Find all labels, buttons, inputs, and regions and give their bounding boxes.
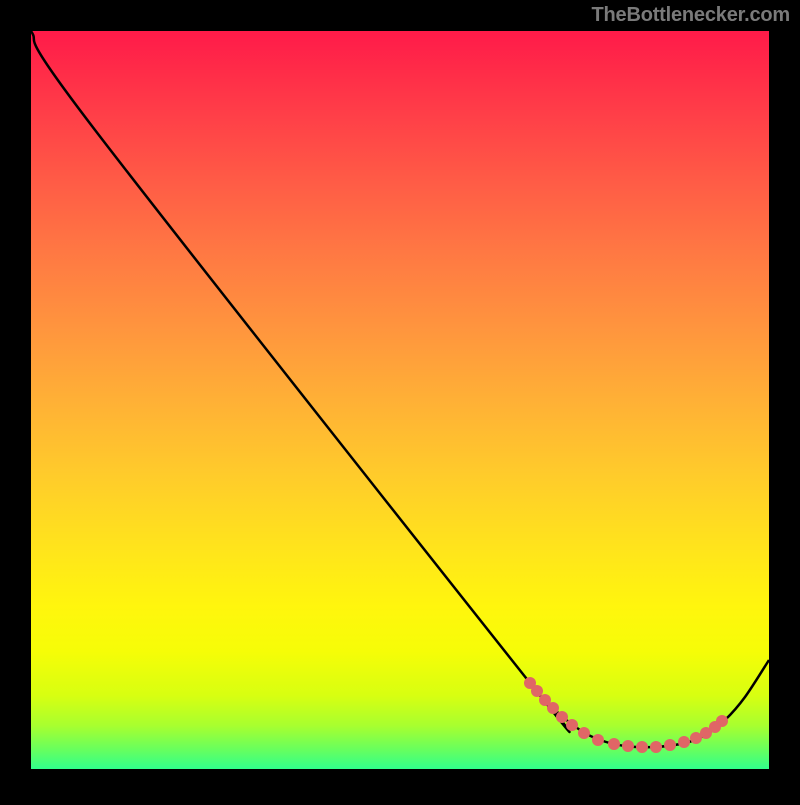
optimal-marker bbox=[608, 738, 620, 750]
chart-svg bbox=[0, 0, 800, 800]
optimal-marker bbox=[578, 727, 590, 739]
optimal-marker bbox=[547, 702, 559, 714]
chart-container: TheBottlenecker.com bbox=[0, 0, 800, 800]
optimal-marker bbox=[650, 741, 662, 753]
plot-background bbox=[30, 30, 770, 770]
optimal-marker bbox=[531, 685, 543, 697]
optimal-marker bbox=[678, 736, 690, 748]
optimal-marker bbox=[556, 711, 568, 723]
optimal-marker bbox=[622, 740, 634, 752]
optimal-marker bbox=[664, 739, 676, 751]
optimal-marker bbox=[566, 719, 578, 731]
watermark-text: TheBottlenecker.com bbox=[592, 4, 791, 27]
optimal-marker bbox=[636, 741, 648, 753]
optimal-marker bbox=[716, 715, 728, 727]
optimal-marker bbox=[592, 734, 604, 746]
